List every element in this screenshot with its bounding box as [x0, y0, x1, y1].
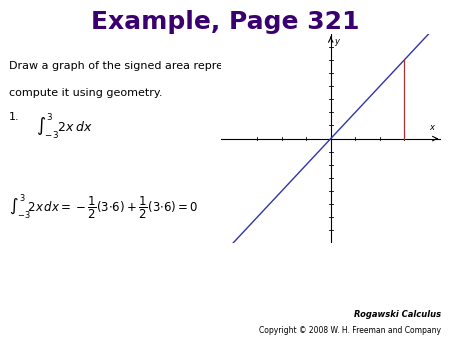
Text: $x$: $x$	[429, 123, 436, 132]
Text: $\int_{-3}^{3} 2x\,dx$: $\int_{-3}^{3} 2x\,dx$	[36, 111, 93, 141]
Text: Draw a graph of the signed area represented by the integral and: Draw a graph of the signed area represen…	[9, 61, 372, 71]
Text: $y$: $y$	[334, 37, 342, 48]
Text: Copyright © 2008 W. H. Freeman and Company: Copyright © 2008 W. H. Freeman and Compa…	[259, 325, 441, 335]
Text: $\int_{-3}^{3}\!2x\,dx = -\dfrac{1}{2}(3{\cdot}6)+\dfrac{1}{2}(3{\cdot}6) = 0$: $\int_{-3}^{3}\!2x\,dx = -\dfrac{1}{2}(3…	[9, 193, 198, 222]
Text: Rogawski Calculus: Rogawski Calculus	[354, 310, 441, 319]
Text: compute it using geometry.: compute it using geometry.	[9, 88, 162, 98]
Text: Example, Page 321: Example, Page 321	[91, 10, 359, 34]
Text: 1.: 1.	[9, 112, 20, 122]
